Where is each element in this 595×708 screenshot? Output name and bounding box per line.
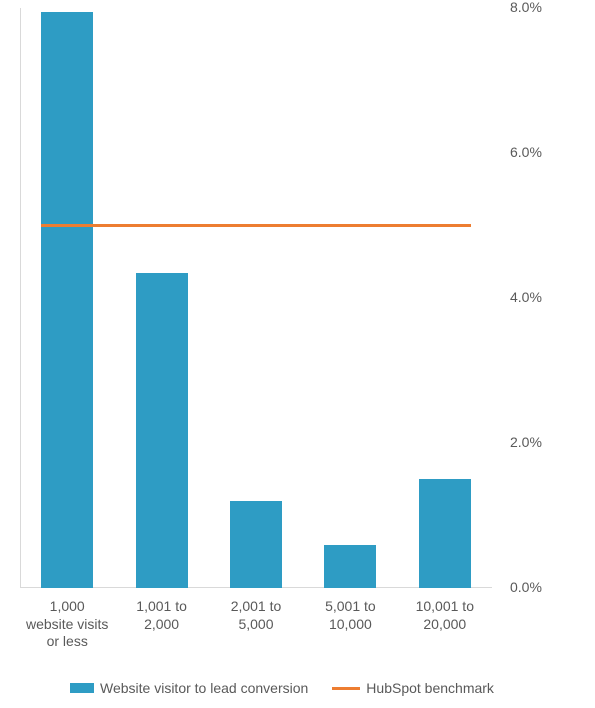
plot-area <box>20 8 492 588</box>
legend-label: Website visitor to lead conversion <box>100 680 308 696</box>
x-tick-label: 10,001 to 20,000 <box>398 598 492 633</box>
y-tick-label: 4.0% <box>510 289 542 305</box>
legend-item: HubSpot benchmark <box>332 680 494 696</box>
bar <box>41 12 93 588</box>
y-tick-label: 6.0% <box>510 144 542 160</box>
y-tick-label: 0.0% <box>510 579 542 595</box>
y-axis-line <box>20 8 21 588</box>
benchmark-line <box>41 224 471 227</box>
y-tick-label: 8.0% <box>510 0 542 15</box>
x-tick-label: 1,001 to 2,000 <box>114 598 208 633</box>
x-tick-label: 5,001 to 10,000 <box>303 598 397 633</box>
x-tick-label: 2,001 to 5,000 <box>209 598 303 633</box>
x-tick-label: 1,000 website visits or less <box>20 598 114 651</box>
y-tick-label: 2.0% <box>510 434 542 450</box>
bar <box>136 273 188 588</box>
bar <box>324 545 376 589</box>
legend-swatch-line <box>332 687 360 690</box>
legend-swatch-bar <box>70 683 94 693</box>
legend: Website visitor to lead conversion HubSpo… <box>70 680 494 696</box>
bar <box>230 501 282 588</box>
legend-item: Website visitor to lead conversion <box>70 680 308 696</box>
legend-label: HubSpot benchmark <box>366 680 494 696</box>
conversion-chart: 0.0% 2.0% 4.0% 6.0% 8.0% 1,000 website visit… <box>0 0 595 708</box>
bar <box>419 479 471 588</box>
